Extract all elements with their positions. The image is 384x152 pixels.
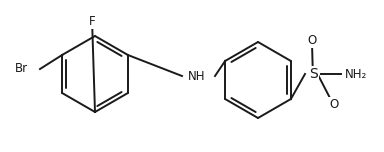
- Text: O: O: [307, 33, 317, 47]
- Text: NH: NH: [188, 69, 206, 83]
- Text: O: O: [329, 98, 339, 112]
- Text: S: S: [309, 67, 317, 81]
- Text: NH₂: NH₂: [345, 67, 367, 81]
- Text: Br: Br: [15, 62, 28, 76]
- Text: F: F: [89, 15, 95, 28]
